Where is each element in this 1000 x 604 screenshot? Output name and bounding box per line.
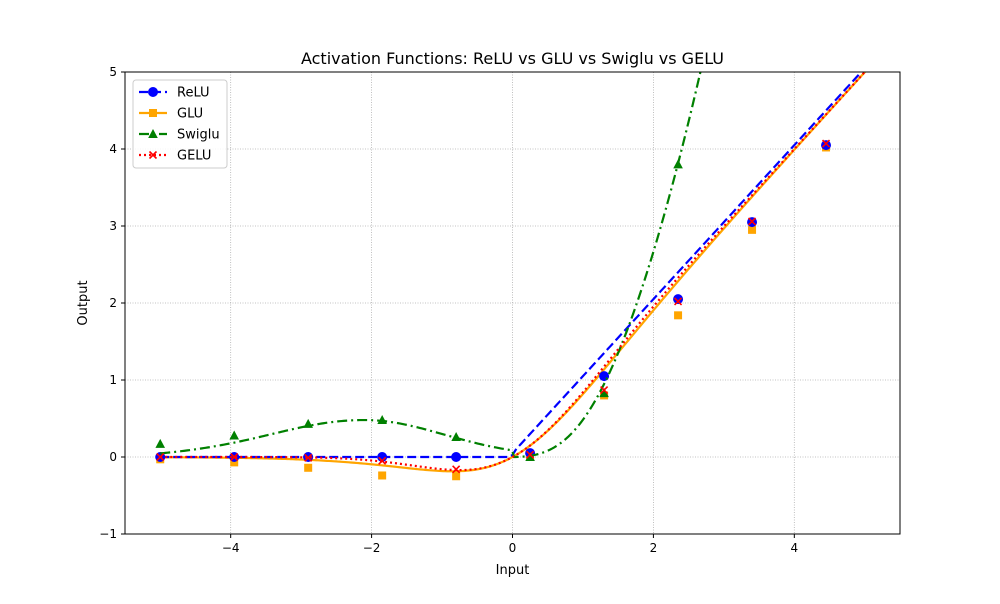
data-point-glu (748, 225, 757, 234)
series-line-gelu (160, 72, 867, 472)
data-point-glu (304, 463, 313, 472)
legend-item-relu: ReLU (139, 86, 210, 101)
series-gelu (156, 72, 867, 474)
legend-label: GLU (177, 107, 203, 122)
data-point-swiglu (377, 415, 387, 425)
x-tick-label: −4 (222, 541, 240, 555)
data-point-gelu (821, 139, 831, 148)
y-tick-label: 5 (109, 65, 117, 79)
legend-label: GELU (177, 149, 211, 164)
legend-item-glu: GLU (139, 107, 203, 122)
data-point-gelu (452, 465, 461, 474)
data-point-gelu (304, 453, 313, 462)
data-point-swiglu (599, 388, 609, 398)
y-tick-label: 0 (109, 450, 117, 464)
data-point-gelu (378, 456, 387, 465)
y-tick-label: 2 (109, 296, 117, 310)
x-tick-label: 0 (509, 541, 517, 555)
data-point-glu (378, 471, 387, 480)
data-point-gelu (600, 385, 609, 395)
legend-marker (148, 150, 158, 160)
data-point-gelu (747, 217, 757, 226)
x-tick-label: 2 (650, 541, 658, 555)
y-axis-label: Output (76, 280, 91, 325)
data-point-glu (230, 458, 239, 467)
data-point-gelu (526, 450, 535, 459)
y-tick-label: 1 (109, 373, 117, 387)
series-layer (155, 72, 867, 481)
y-tick-label: −1 (99, 527, 117, 541)
data-point-gelu (674, 297, 683, 306)
legend-label: Swiglu (177, 128, 220, 143)
data-point-relu (451, 452, 462, 462)
data-point-glu (452, 472, 461, 481)
legend-box (132, 79, 228, 169)
data-point-swiglu (451, 431, 461, 441)
data-point-swiglu (229, 430, 240, 440)
data-point-gelu (156, 452, 165, 462)
legend-item-gelu: GELU (139, 149, 211, 164)
legend-item-swiglu: Swiglu (139, 128, 220, 143)
data-point-relu (673, 294, 684, 305)
series-line-glu (160, 72, 867, 473)
chart-title: Activation Functions: ReLU vs GLU vs Swi… (301, 49, 724, 68)
y-tick-label: 4 (109, 142, 117, 156)
data-point-swiglu (303, 418, 313, 428)
legend-label: ReLU (177, 86, 210, 101)
legend-marker (149, 109, 157, 117)
data-point-swiglu (155, 438, 166, 448)
data-point-gelu (230, 452, 239, 462)
series-line-swiglu (160, 72, 702, 459)
x-tick-label: 4 (790, 541, 798, 555)
data-point-swiglu (673, 159, 683, 169)
legend-marker (148, 87, 158, 97)
legend-marker (148, 129, 158, 138)
x-tick-label: −2 (363, 541, 381, 555)
x-axis-label: Input (496, 563, 530, 578)
data-point-glu (674, 311, 683, 320)
y-tick-label: 3 (109, 219, 117, 233)
legend: ReLU GLU Swiglu GELU (132, 79, 228, 169)
data-point-relu (821, 140, 832, 151)
ticks: −4 −2 0 2 4 −1 0 1 2 3 4 5 (99, 65, 798, 555)
series-swiglu (155, 72, 702, 461)
data-point-swiglu (525, 452, 535, 461)
